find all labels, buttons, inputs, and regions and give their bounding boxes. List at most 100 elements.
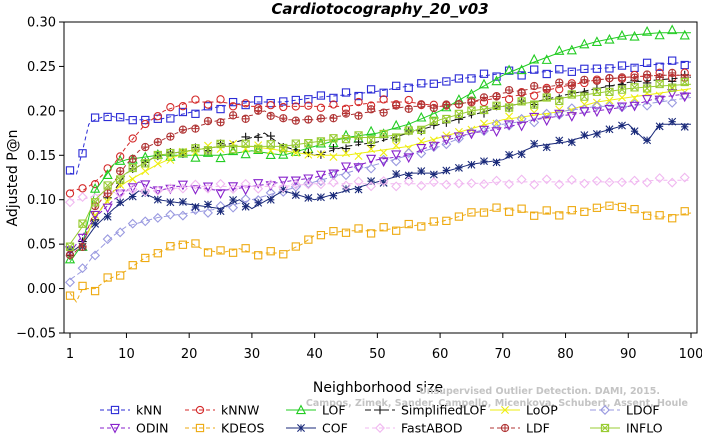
data-point — [504, 179, 515, 190]
data-point — [441, 139, 452, 150]
data-point — [453, 178, 464, 189]
data-point — [391, 119, 402, 130]
legend-label: LOF — [322, 403, 346, 418]
y-tick-label: 0.30 — [27, 16, 56, 31]
data-point — [404, 219, 413, 229]
data-point — [555, 65, 564, 74]
data-point — [353, 176, 364, 187]
data-point — [354, 111, 363, 120]
data-point — [354, 224, 363, 233]
chart-title: Cardiotocography_20_v03 — [271, 0, 488, 18]
data-point — [566, 44, 577, 55]
data-point — [516, 174, 527, 185]
legend-label: LoOP — [526, 403, 558, 418]
data-point — [177, 183, 188, 194]
data-point — [304, 95, 313, 104]
data-point — [417, 125, 426, 135]
data-point — [416, 144, 427, 154]
data-point — [354, 91, 363, 101]
data-point — [505, 150, 514, 159]
data-point — [240, 148, 251, 159]
data-point — [579, 107, 590, 117]
series-ldf — [65, 68, 691, 260]
series-inflo — [65, 77, 692, 251]
data-point — [680, 207, 689, 216]
data-point — [404, 126, 413, 135]
data-point — [228, 184, 239, 195]
data-point — [555, 136, 564, 145]
data-point — [279, 185, 288, 194]
data-point — [591, 36, 603, 46]
data-point — [341, 170, 351, 181]
data-point — [492, 101, 501, 110]
data-point — [341, 180, 351, 191]
data-point — [354, 97, 363, 107]
data-point — [404, 171, 413, 180]
data-point — [530, 65, 539, 74]
data-point — [580, 100, 589, 109]
data-point — [517, 97, 526, 106]
data-point — [530, 81, 539, 91]
data-point — [153, 159, 162, 168]
data-point — [604, 33, 615, 44]
data-point — [316, 150, 325, 159]
data-point — [266, 101, 275, 110]
data-point — [216, 207, 225, 216]
data-point — [517, 204, 526, 213]
data-point — [304, 148, 313, 158]
data-point — [530, 211, 539, 220]
data-point — [140, 180, 151, 191]
data-point — [266, 131, 275, 141]
y-tick-label: 0.20 — [27, 104, 56, 119]
data-point — [379, 108, 388, 117]
legend-swatch-marker — [375, 405, 385, 415]
data-point — [141, 253, 150, 263]
data-point — [429, 79, 438, 88]
data-point — [379, 95, 388, 104]
data-point — [304, 193, 313, 202]
data-point — [630, 94, 639, 103]
data-point — [617, 177, 627, 188]
data-point — [65, 242, 75, 251]
y-axis: −0.05 0.00 0.05 0.10 0.15 0.20 0.25 0.30 — [16, 16, 64, 342]
data-point — [77, 192, 88, 203]
data-point — [166, 103, 175, 112]
legend-label: LDF — [526, 421, 550, 434]
data-point — [328, 169, 339, 180]
data-point — [141, 142, 150, 152]
data-point — [254, 144, 263, 153]
data-point — [278, 176, 289, 187]
data-point — [241, 114, 250, 123]
legend-item-ldf: LDF — [490, 421, 550, 434]
data-point — [416, 148, 427, 159]
data-point — [467, 74, 476, 83]
data-point — [128, 115, 137, 125]
data-point — [128, 163, 137, 173]
data-point — [78, 281, 87, 291]
data-point — [65, 189, 75, 198]
data-point — [530, 91, 539, 100]
legend-item-knn: kNN — [100, 403, 162, 418]
y-tick-label: 0.15 — [27, 149, 56, 164]
data-point — [278, 182, 289, 193]
x-tick-label: 80 — [557, 347, 574, 362]
data-point — [428, 177, 439, 188]
data-point — [341, 88, 351, 97]
x-tick-label: 50 — [369, 347, 386, 362]
data-point — [166, 156, 175, 165]
data-point — [102, 203, 113, 214]
data-point — [492, 158, 501, 167]
data-point — [667, 89, 678, 99]
data-point — [679, 92, 690, 103]
data-point — [592, 203, 602, 212]
legend-swatch-marker — [195, 405, 205, 415]
data-point — [203, 146, 213, 155]
data-point — [630, 73, 639, 82]
data-point — [442, 100, 451, 109]
data-point — [630, 127, 639, 136]
legend-label: LDOF — [626, 403, 660, 418]
data-point — [316, 114, 326, 123]
data-point — [304, 101, 313, 110]
data-point — [65, 197, 75, 208]
